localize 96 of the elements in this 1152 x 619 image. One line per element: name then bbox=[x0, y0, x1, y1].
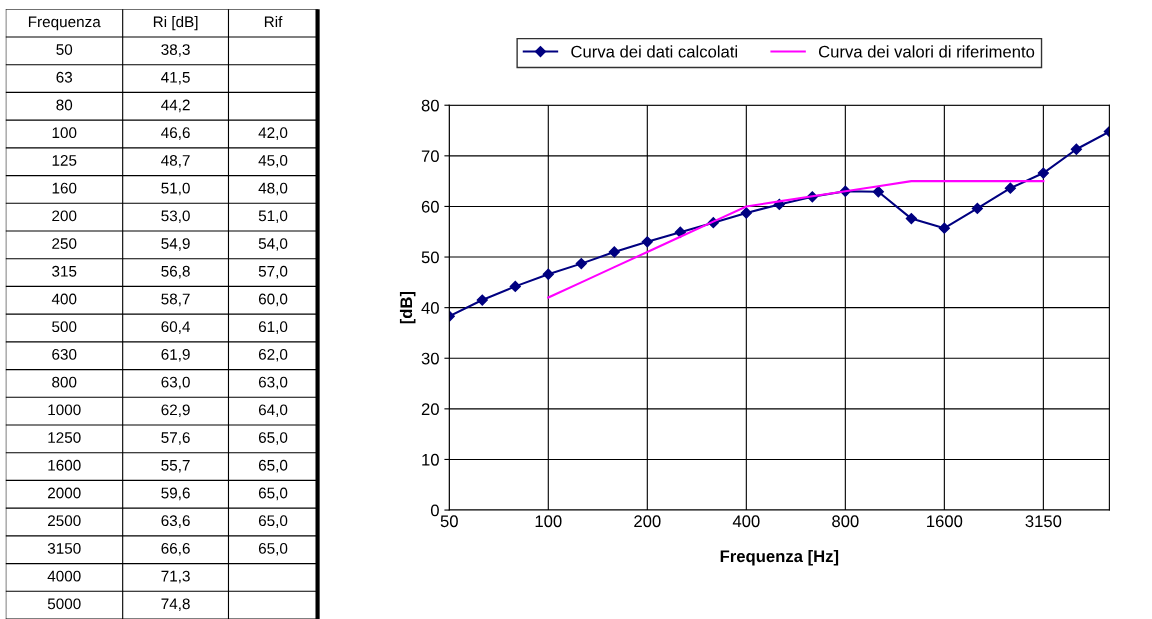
text: 65,0 bbox=[258, 515, 288, 528]
y-tick-label: 20 bbox=[421, 403, 439, 416]
point bbox=[971, 202, 983, 215]
text: 48,0 bbox=[258, 182, 288, 196]
text: 64,0 bbox=[258, 404, 288, 418]
text: 58,7 bbox=[161, 293, 190, 307]
x-tick-label: 50 bbox=[440, 515, 458, 528]
point bbox=[1037, 167, 1049, 179]
line-series bbox=[547, 180, 1045, 299]
text: 56,8 bbox=[161, 265, 190, 279]
point bbox=[905, 212, 917, 225]
text: 1600 bbox=[48, 459, 81, 471]
text: 80 bbox=[56, 99, 73, 111]
text: 50 bbox=[56, 44, 73, 55]
text: 65,0 bbox=[258, 543, 288, 556]
point bbox=[740, 207, 752, 219]
point bbox=[641, 236, 653, 248]
y-tick-label: 70 bbox=[421, 150, 439, 163]
text: 5000 bbox=[47, 598, 81, 610]
point bbox=[938, 222, 950, 234]
y-tick-label: 30 bbox=[421, 352, 439, 365]
x-tick-label: 200 bbox=[634, 515, 661, 528]
point bbox=[872, 186, 884, 198]
y-axis-title: [dB] bbox=[399, 291, 416, 324]
x-tick-label: 1600 bbox=[927, 515, 963, 528]
text: 2500 bbox=[48, 515, 81, 527]
text: 45,0 bbox=[258, 155, 288, 168]
text: Frequenza bbox=[28, 16, 101, 31]
text: 200 bbox=[52, 210, 77, 222]
text: 61,0 bbox=[258, 321, 288, 334]
point bbox=[1004, 182, 1016, 194]
text: 4000 bbox=[47, 570, 81, 582]
point bbox=[575, 258, 587, 270]
y-tick-label: 40 bbox=[421, 302, 439, 314]
point bbox=[509, 280, 521, 292]
y-tick-label: 0 bbox=[430, 504, 439, 517]
x-axis-title: Frequenza [Hz] bbox=[720, 549, 839, 566]
text: Ri [dB] bbox=[153, 16, 198, 31]
x-tick-label: 400 bbox=[732, 515, 760, 528]
text: 500 bbox=[52, 321, 77, 333]
point bbox=[476, 294, 488, 306]
text: 71,3 bbox=[161, 570, 190, 584]
text: 400 bbox=[51, 293, 77, 305]
text: 2000 bbox=[48, 487, 81, 499]
text: 59,6 bbox=[161, 487, 190, 501]
text: 630 bbox=[52, 349, 77, 360]
text: 1250 bbox=[48, 432, 81, 443]
text: 62,0 bbox=[258, 349, 288, 362]
y-tick-label: 10 bbox=[422, 453, 439, 466]
text: 66,6 bbox=[161, 543, 190, 556]
text: 62,9 bbox=[161, 404, 190, 418]
text: Rif bbox=[264, 16, 283, 28]
text: 65,0 bbox=[258, 487, 288, 501]
text: 61,9 bbox=[161, 349, 190, 362]
y-tick-label: 80 bbox=[421, 99, 439, 112]
text: 63 bbox=[56, 71, 73, 83]
y-tick-label: 60 bbox=[421, 200, 439, 213]
text: 315 bbox=[52, 265, 77, 277]
text: 53,0 bbox=[161, 210, 190, 224]
text: 54,9 bbox=[161, 238, 190, 251]
legend-label: Curva dei valori di riferimento bbox=[818, 45, 1035, 58]
text: 57,0 bbox=[258, 265, 288, 279]
text: 54,0 bbox=[258, 238, 288, 251]
point bbox=[1070, 143, 1082, 155]
text: 60,4 bbox=[161, 321, 191, 334]
text: 74,8 bbox=[161, 598, 190, 612]
text: 46,6 bbox=[161, 127, 190, 140]
text: 250 bbox=[52, 238, 77, 249]
x-tick-label: 100 bbox=[535, 515, 562, 528]
x-tick-label: 800 bbox=[832, 515, 859, 528]
text: 65,0 bbox=[258, 432, 288, 445]
text: 1000 bbox=[48, 404, 81, 416]
text: 65,0 bbox=[258, 459, 288, 473]
text: 44,2 bbox=[161, 99, 190, 113]
text: 63,0 bbox=[161, 376, 190, 390]
point bbox=[542, 268, 554, 280]
text: 125 bbox=[52, 155, 77, 166]
text: 100 bbox=[52, 127, 77, 139]
text: 48,7 bbox=[161, 155, 190, 168]
text: 38,3 bbox=[161, 44, 190, 57]
text: 63,6 bbox=[161, 515, 190, 528]
text: 42,0 bbox=[258, 127, 288, 140]
text: 51,0 bbox=[258, 210, 288, 224]
text: 55,7 bbox=[161, 460, 190, 473]
text: 800 bbox=[52, 376, 77, 388]
point bbox=[608, 246, 620, 258]
y-tick-label: 50 bbox=[421, 251, 439, 264]
text: 160 bbox=[52, 182, 77, 194]
text: 41,5 bbox=[161, 72, 190, 85]
text: 51,0 bbox=[161, 182, 190, 196]
text: 57,6 bbox=[161, 432, 190, 445]
text: 3150 bbox=[47, 543, 81, 554]
text: 63,0 bbox=[258, 376, 288, 390]
x-tick-label: 3150 bbox=[1025, 515, 1062, 528]
legend-label: Curva dei dati calcolati bbox=[571, 45, 738, 58]
text: 60,0 bbox=[258, 293, 288, 307]
